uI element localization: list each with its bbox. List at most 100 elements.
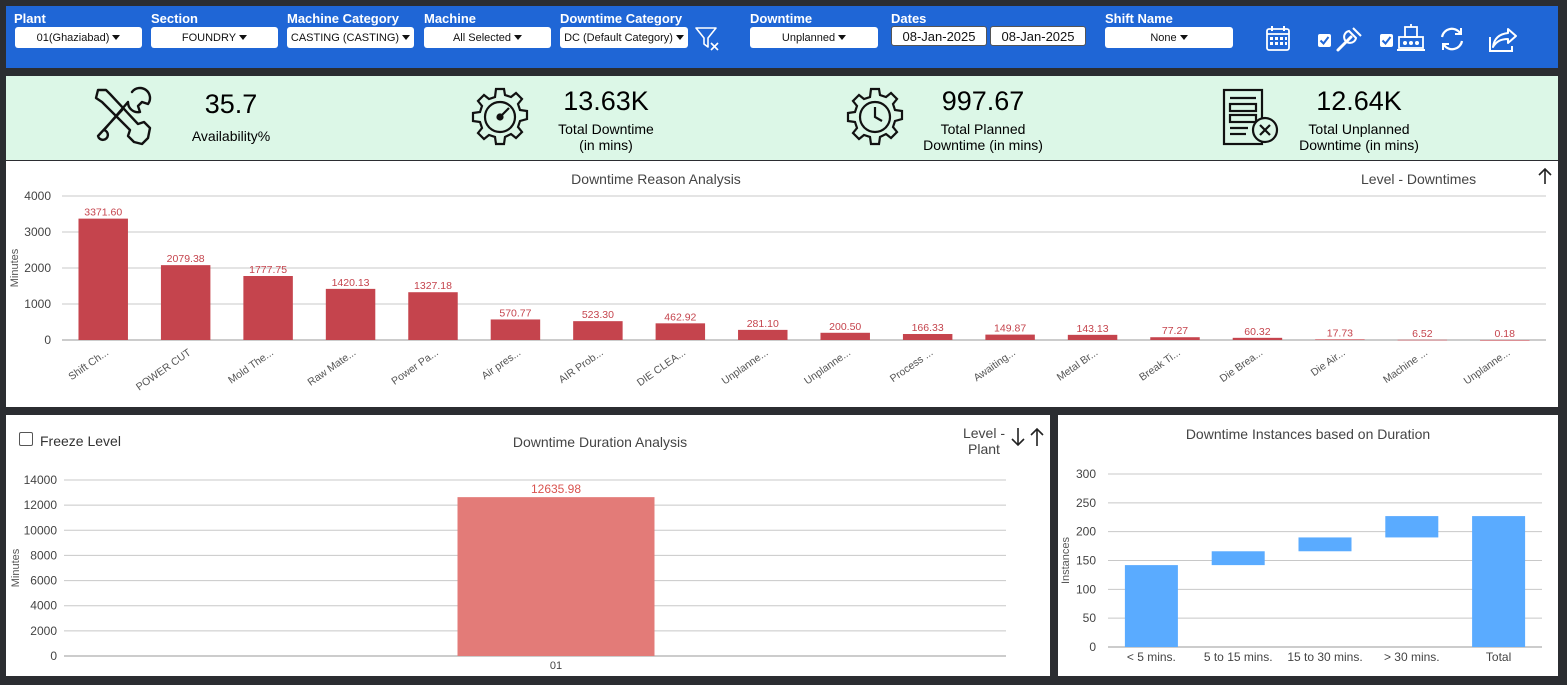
data-label: 200.50 [829,321,861,333]
machine-category-value: CASTING (CASTING) [290,31,400,44]
instances-waterfall-chart: 0 50 100 150 200 250 300 Instances < 5 mins. 5 to… [1060,467,1542,664]
bar [160,265,211,340]
y-tick-label: 12000 [24,498,58,512]
y-axis-label: Instances [1060,536,1072,584]
bar [1298,537,1352,552]
machine-icon[interactable] [1396,23,1426,53]
y-tick-label: 1000 [24,297,51,311]
bar [1315,339,1365,340]
bar [457,497,655,656]
data-label: 570.77 [499,307,531,319]
bar [325,288,376,340]
y-tick-label: 150 [1076,554,1096,568]
machine-category-dropdown[interactable]: CASTING (CASTING) [287,27,414,48]
x-tick-label: Power Pa... [389,347,440,388]
unplanned-downtime-label: Total Unplanned Downtime (in mins) [1299,121,1419,153]
drill-down-arrow-icon[interactable] [1011,427,1025,447]
x-tick-label: Unplanne... [720,347,771,388]
bar [1385,516,1439,538]
y-tick-label: 14000 [24,473,58,487]
bar [902,334,953,340]
bar [1124,565,1178,647]
data-label: 77.27 [1162,325,1188,337]
x-tick-label: Break Ti... [1137,347,1183,384]
x-tick-label: DIE CLEA... [635,347,688,389]
date-to-input[interactable]: 08-Jan-2025 [990,26,1086,46]
drill-up-arrow-icon[interactable] [1030,427,1044,447]
dates-label: Dates [891,11,927,26]
x-tick-label: Awaiting... [971,347,1017,385]
bar [243,276,293,340]
data-label: 60.32 [1244,326,1270,338]
shift-name-dropdown[interactable]: None [1105,27,1233,48]
downtime-category-dropdown[interactable]: DC (Default Category) [560,27,688,48]
kpi-strip: 35.7 Availability% 13.63K Total Downtime… [6,76,1558,160]
downtime-value: Unplanned [781,31,836,44]
data-label: 1777.75 [249,264,287,276]
downtime-label: Downtime [750,11,813,26]
checkmark-icon [1381,36,1392,46]
machine-label: Machine [424,11,477,26]
wrench-checkbox[interactable] [1318,34,1331,47]
x-tick-label: Air pres... [479,347,523,383]
plant-value: 01(Ghaziabad) [36,31,110,44]
y-axis-label: Minutes [10,548,22,587]
x-tick-label: 15 to 30 mins. [1287,650,1362,664]
data-label: 143.13 [1076,323,1108,335]
duration-level-label: Level - Plant [962,425,1006,457]
machine-value: All Selected [452,31,512,44]
freeze-level-checkbox[interactable] [19,432,33,446]
chevron-down-icon [1179,35,1188,40]
y-tick-label: 2000 [30,624,57,638]
planned-downtime-label: Total Planned Downtime (in mins) [923,121,1043,153]
plant-dropdown[interactable]: 01(Ghaziabad) [15,27,142,48]
downtime-category-value: DC (Default Category) [564,31,673,44]
bar [1397,339,1448,341]
y-tick-label: 2000 [24,261,51,275]
downtime-category-label: Downtime Category [560,11,683,26]
data-label: 0.18 [1495,328,1516,340]
data-label: 1327.18 [414,280,452,292]
machine-dropdown[interactable]: All Selected [424,27,551,48]
chevron-down-icon [675,35,684,40]
planned-downtime-value: 997.67 [941,86,1025,116]
tools-icon [94,86,152,146]
data-label: 523.30 [582,309,614,321]
machine-checkbox[interactable] [1380,34,1393,47]
bar [1480,339,1530,341]
clear-filter-icon[interactable] [694,25,722,53]
bar [655,323,706,340]
y-tick-label: 300 [1076,467,1096,481]
availability-value: 35.7 [204,89,258,119]
chevron-down-icon [112,35,121,40]
section-dropdown[interactable]: FOUNDRY [151,27,278,48]
dates-filter: Dates [891,12,926,26]
chevron-down-icon [402,35,411,40]
bar [1232,337,1283,340]
x-tick-label: Shift Ch... [66,347,111,383]
data-label: 166.33 [912,322,944,334]
drill-up-arrow-icon[interactable] [1538,167,1552,185]
calendar-icon[interactable] [1265,25,1291,52]
section-value: FOUNDRY [181,31,237,44]
checkmark-icon [1319,36,1330,46]
share-icon[interactable] [1488,25,1518,53]
reason-bar-chart: 0 1000 2000 3000 4000 Minutes 3371.60 Shift Ch.… [9,189,1546,393]
y-tick-label: 4000 [24,189,51,203]
x-tick-label: Mold The... [226,347,276,387]
downtime-category-filter: Downtime Category [560,12,682,26]
data-label: 17.73 [1327,327,1353,339]
x-tick-label: Die Air... [1309,347,1348,379]
wrench-icon[interactable] [1334,23,1364,53]
bar [1211,551,1265,566]
refresh-icon[interactable] [1438,25,1466,53]
downtime-filter: Downtime [750,12,812,26]
reason-chart-title: Downtime Reason Analysis [571,171,741,187]
date-from-input[interactable]: 08-Jan-2025 [891,26,987,46]
machine-category-label: Machine Category [287,11,399,26]
downtime-dropdown[interactable]: Unplanned [750,27,878,48]
x-tick-label: Unplanne... [802,347,853,388]
y-tick-label: 50 [1083,611,1097,625]
data-label: 12635.98 [531,482,581,496]
section-label: Section [151,11,198,26]
